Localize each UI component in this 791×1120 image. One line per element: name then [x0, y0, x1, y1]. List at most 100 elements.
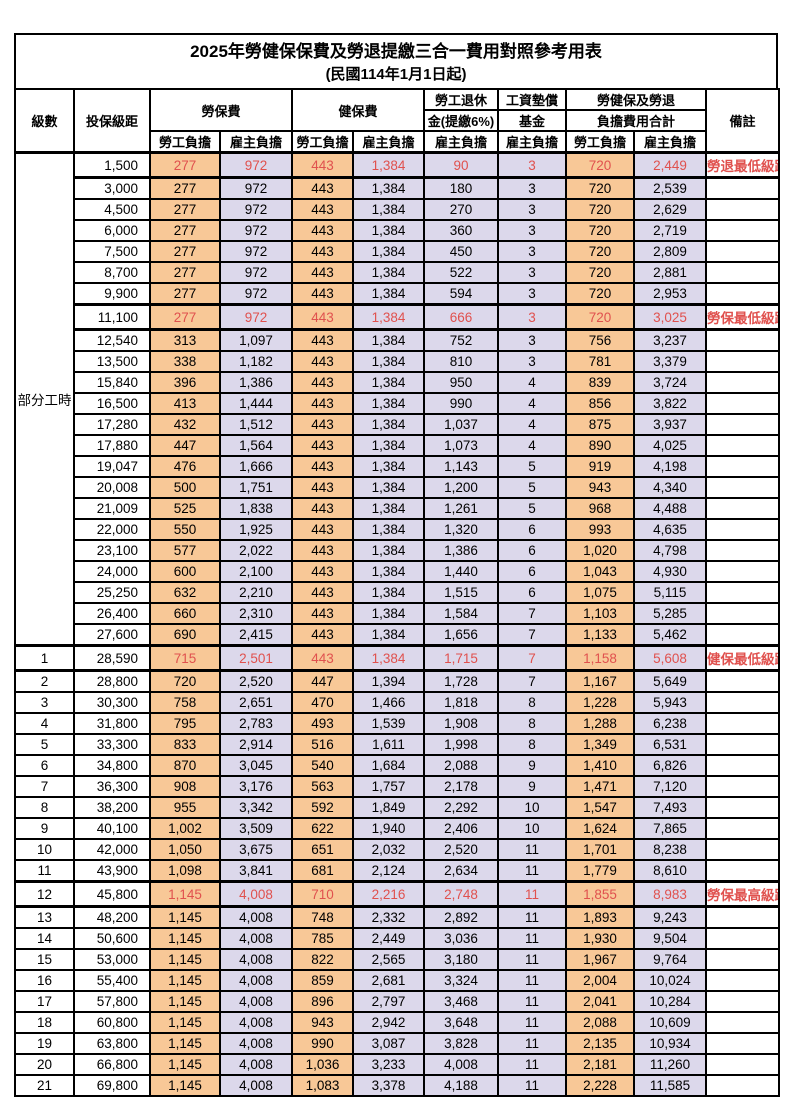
- cell-total-employee: 720: [565, 151, 636, 179]
- cell-health-insurance-employee: 493: [291, 712, 355, 735]
- cell-total-employer: 4,635: [633, 518, 708, 541]
- cell-labor-insurance-employer: 4,008: [218, 927, 294, 950]
- cell-remark: [705, 413, 781, 436]
- cell-total-employer: 2,953: [633, 282, 708, 306]
- cell-total-employee: 2,228: [565, 1074, 636, 1097]
- cell-insured-bracket: 66,800: [73, 1053, 151, 1076]
- cell-labor-insurance-employee: 955: [149, 796, 221, 819]
- cell-labor-insurance-employee: 525: [149, 497, 221, 520]
- cell-health-insurance-employee: 443: [291, 623, 355, 647]
- cell-labor-insurance-employee: 432: [149, 413, 221, 436]
- cell-health-insurance-employee: 1,036: [291, 1053, 355, 1076]
- cell-labor-insurance-employee: 277: [149, 240, 221, 263]
- cell-remark: [705, 1032, 781, 1055]
- table-row: 10 42,000 1,050 3,675 651 2,032 2,520 11 1,701 8,…: [14, 838, 781, 861]
- cell-health-insurance-employee: 443: [291, 240, 355, 263]
- cell-wage-fund-employer: 3: [497, 350, 568, 373]
- table-row: 12 45,800 1,145 4,008 710 2,216 2,748 11 1,855 8,…: [14, 880, 781, 908]
- cell-total-employer: 7,865: [633, 817, 708, 840]
- cell-health-insurance-employer: 1,849: [352, 796, 426, 819]
- cell-wage-fund-employer: 10: [497, 796, 568, 819]
- cell-wage-fund-employer: 11: [497, 905, 568, 929]
- cell-remark: [705, 905, 781, 929]
- cell-insured-bracket: 19,047: [73, 455, 151, 478]
- table-row: 2 28,800 720 2,520 447 1,394 1,728 7 1,167 5,649: [14, 669, 781, 693]
- cell-labor-insurance-employee: 660: [149, 602, 221, 625]
- cell-labor-insurance-employee: 277: [149, 151, 221, 179]
- cell-pension-employer: 2,292: [423, 796, 500, 819]
- cell-remark: [705, 1053, 781, 1076]
- cell-health-insurance-employer: 1,940: [352, 817, 426, 840]
- cell-health-insurance-employee: 443: [291, 176, 355, 200]
- cell-total-employee: 720: [565, 282, 636, 306]
- cell-pension-employer: 180: [423, 176, 500, 200]
- cell-labor-insurance-employer: 1,386: [218, 371, 294, 394]
- cell-labor-insurance-employee: 690: [149, 623, 221, 647]
- cell-total-employee: 720: [565, 303, 636, 331]
- cell-remark: 健保最低級距: [705, 644, 781, 672]
- cell-total-employee: 1,075: [565, 581, 636, 604]
- cell-labor-insurance-employee: 833: [149, 733, 221, 756]
- cell-pension-employer: 1,515: [423, 581, 500, 604]
- cell-level: 17: [14, 990, 75, 1013]
- cell-total-employer: 2,881: [633, 261, 708, 284]
- cell-total-employer: 10,284: [633, 990, 708, 1013]
- cell-total-employee: 1,547: [565, 796, 636, 819]
- cell-labor-insurance-employee: 1,145: [149, 1032, 221, 1055]
- cell-remark: [705, 796, 781, 819]
- cell-insured-bracket: 30,300: [73, 691, 151, 714]
- cell-labor-insurance-employee: 338: [149, 350, 221, 373]
- cell-labor-insurance-employer: 3,509: [218, 817, 294, 840]
- cell-pension-employer: 3,648: [423, 1011, 500, 1034]
- cell-health-insurance-employer: 1,384: [352, 581, 426, 604]
- cell-health-insurance-employer: 1,611: [352, 733, 426, 756]
- cell-insured-bracket: 40,100: [73, 817, 151, 840]
- cell-remark: [705, 219, 781, 242]
- cell-health-insurance-employer: 2,449: [352, 927, 426, 950]
- table-row: 9 40,100 1,002 3,509 622 1,940 2,406 10 1,624 7,8…: [14, 817, 781, 840]
- cell-insured-bracket: 4,500: [73, 198, 151, 221]
- cell-level: 18: [14, 1011, 75, 1034]
- cell-insured-bracket: 22,000: [73, 518, 151, 541]
- cell-remark: [705, 602, 781, 625]
- cell-remark: [705, 350, 781, 373]
- cell-health-insurance-employee: 822: [291, 948, 355, 971]
- cell-pension-employer: 2,520: [423, 838, 500, 861]
- cell-health-insurance-employee: 443: [291, 644, 355, 672]
- col-header-level: 級數: [14, 88, 75, 154]
- cell-insured-bracket: 20,008: [73, 476, 151, 499]
- cell-pension-employer: 2,088: [423, 754, 500, 777]
- cell-labor-insurance-employer: 4,008: [218, 1032, 294, 1055]
- cell-health-insurance-employer: 2,942: [352, 1011, 426, 1034]
- table-row: 8,700 277 972 443 1,384 522 3 720 2,881: [15, 261, 781, 284]
- cell-wage-fund-employer: 11: [497, 838, 568, 861]
- cell-labor-insurance-employer: 972: [218, 198, 294, 221]
- cell-labor-insurance-employer: 1,182: [218, 350, 294, 373]
- cell-insured-bracket: 17,280: [73, 413, 151, 436]
- cell-pension-employer: 594: [423, 282, 500, 306]
- cell-insured-bracket: 55,400: [73, 969, 151, 992]
- cell-total-employee: 1,020: [565, 539, 636, 562]
- cell-level: 3: [14, 691, 75, 714]
- cell-health-insurance-employer: 1,466: [352, 691, 426, 714]
- cell-health-insurance-employee: 443: [291, 560, 355, 583]
- cell-labor-insurance-employer: 1,925: [218, 518, 294, 541]
- table-row: 6 34,800 870 3,045 540 1,684 2,088 9 1,410 6,826: [14, 754, 781, 777]
- cell-health-insurance-employer: 1,384: [352, 219, 426, 242]
- cell-pension-employer: 3,324: [423, 969, 500, 992]
- table-row: 15 53,000 1,145 4,008 822 2,565 3,180 11 1,967 9,…: [14, 948, 781, 971]
- cell-insured-bracket: 50,600: [73, 927, 151, 950]
- cell-total-employer: 2,629: [633, 198, 708, 221]
- cell-pension-employer: 90: [423, 151, 500, 179]
- cell-insured-bracket: 3,000: [73, 176, 151, 200]
- cell-wage-fund-employer: 11: [497, 880, 568, 908]
- cell-insured-bracket: 16,500: [73, 392, 151, 415]
- cell-health-insurance-employer: 1,384: [352, 328, 426, 352]
- cell-pension-employer: 666: [423, 303, 500, 331]
- cell-wage-fund-employer: 8: [497, 733, 568, 756]
- cell-total-employee: 2,135: [565, 1032, 636, 1055]
- cell-total-employer: 4,930: [633, 560, 708, 583]
- cell-level-group: 部分工時: [14, 151, 75, 647]
- cell-total-employer: 3,379: [633, 350, 708, 373]
- cell-remark: 勞保最高級距: [705, 880, 781, 908]
